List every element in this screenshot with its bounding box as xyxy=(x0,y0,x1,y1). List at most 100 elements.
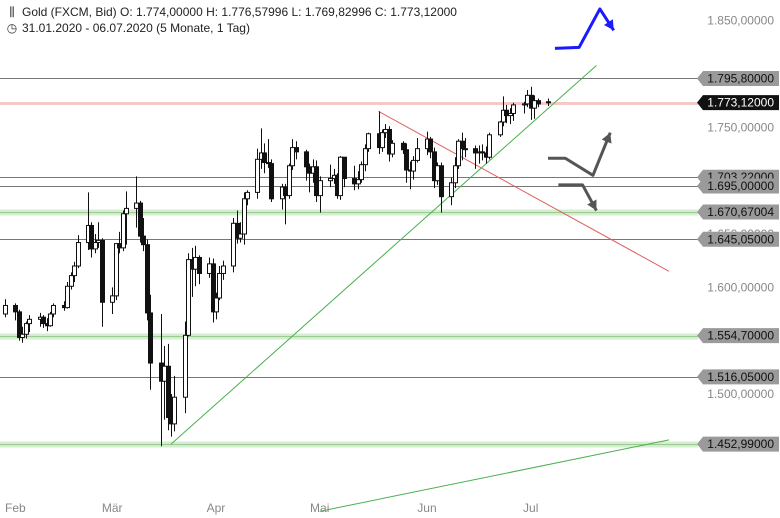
y-tick-label: 1.750,00000 xyxy=(707,120,774,134)
candle-body-down xyxy=(439,165,444,198)
candle-body-up xyxy=(183,334,188,398)
candle-body-down xyxy=(269,163,274,200)
candle xyxy=(242,192,247,245)
candle xyxy=(13,303,18,321)
candle xyxy=(245,190,250,206)
candle xyxy=(456,139,461,169)
candle xyxy=(401,141,406,154)
candle-body-down xyxy=(148,312,153,364)
candle xyxy=(536,98,541,108)
candle-body-down xyxy=(235,222,240,239)
price-axis: 1.850,000001.750,000001.650,000001.600,0… xyxy=(697,14,779,452)
time-axis: Feb Mär Apr Mai Jun Jul xyxy=(5,501,538,515)
candle xyxy=(138,200,143,243)
candle-body-up xyxy=(338,156,343,197)
candle-body-down xyxy=(211,263,216,313)
candle xyxy=(380,129,385,152)
candle-body-up xyxy=(363,148,368,166)
scenario-arrow-line xyxy=(558,183,598,212)
x-tick-label: Mai xyxy=(310,501,329,515)
candle xyxy=(93,234,98,254)
candle-body-down xyxy=(404,149,409,171)
candle xyxy=(387,126,392,162)
price-tag-bg xyxy=(697,95,779,111)
candle xyxy=(546,98,551,106)
candle-body-down xyxy=(307,166,312,174)
candle-body-up xyxy=(214,297,219,313)
price-level-tag: 1.645,05000 xyxy=(697,231,779,247)
price-tag-bg xyxy=(697,328,779,344)
y-tick-label: 1.500,00000 xyxy=(707,387,774,401)
candle xyxy=(366,132,371,152)
candle-body-up xyxy=(435,165,440,182)
candle xyxy=(238,222,243,243)
candle-body-up xyxy=(24,323,29,335)
candle xyxy=(3,299,8,318)
candle-body-up xyxy=(511,104,516,114)
candle-body-up xyxy=(380,132,385,149)
candle xyxy=(453,157,458,189)
candle xyxy=(221,260,226,280)
scenario-arrows xyxy=(548,7,615,212)
candle-body-up xyxy=(134,202,139,209)
candle-body-up xyxy=(121,213,126,249)
candle xyxy=(477,145,482,164)
scenario-arrow-head xyxy=(604,19,614,31)
candle-body-down xyxy=(100,239,105,303)
candle-body-up xyxy=(411,159,416,172)
downtrend-trendline xyxy=(378,110,670,272)
candle-body-up xyxy=(162,365,167,382)
candle xyxy=(27,315,32,333)
candle xyxy=(134,176,139,228)
candle-body-down xyxy=(89,224,94,250)
price-tag-label: 1.773,12000 xyxy=(707,96,774,110)
candle xyxy=(211,258,216,323)
candle-body-up xyxy=(114,243,119,297)
candle xyxy=(314,160,319,202)
candle xyxy=(76,235,81,269)
candle xyxy=(435,162,440,185)
candle xyxy=(428,136,433,159)
scenario-arrow-head xyxy=(587,199,597,211)
candle xyxy=(283,183,288,225)
candle-body-down xyxy=(401,142,406,151)
candle-body-up xyxy=(27,318,32,325)
candle xyxy=(183,321,188,414)
candle xyxy=(532,95,537,119)
x-tick-label: Jul xyxy=(523,501,538,515)
candle xyxy=(72,261,77,282)
candle-body-down xyxy=(536,100,541,105)
candle-body-down xyxy=(546,101,551,104)
candle xyxy=(480,144,485,161)
candle xyxy=(522,101,527,114)
candle-body-up xyxy=(463,148,468,151)
candle xyxy=(363,144,368,172)
candle-body-down xyxy=(428,138,433,153)
candle xyxy=(390,140,395,158)
candle-body-down xyxy=(473,148,478,154)
candle-body-up xyxy=(93,242,98,250)
candle-body-down xyxy=(13,304,18,313)
candle-body-up xyxy=(96,239,101,244)
candle-body-down xyxy=(314,166,319,197)
candle xyxy=(162,346,167,420)
candle xyxy=(304,149,309,181)
candle-body-up xyxy=(501,109,506,123)
candle xyxy=(145,239,150,321)
price-tag-label: 1.795,80000 xyxy=(707,71,774,85)
scenario-arrow-head xyxy=(601,132,612,144)
candle xyxy=(121,210,126,252)
candle xyxy=(110,287,115,314)
candle-body-up xyxy=(255,158,260,193)
candle xyxy=(17,309,22,341)
candle-body-up xyxy=(51,304,56,315)
price-level-tag: 1.516,05000 xyxy=(697,369,779,385)
candle xyxy=(114,243,119,301)
candle-body-down xyxy=(342,156,347,180)
candle-body-up xyxy=(217,272,222,299)
price-tag-bg xyxy=(697,178,779,194)
candle-body-up xyxy=(356,179,361,185)
price-tag-bg xyxy=(697,369,779,385)
price-tag-label: 1.452,99000 xyxy=(707,437,774,451)
